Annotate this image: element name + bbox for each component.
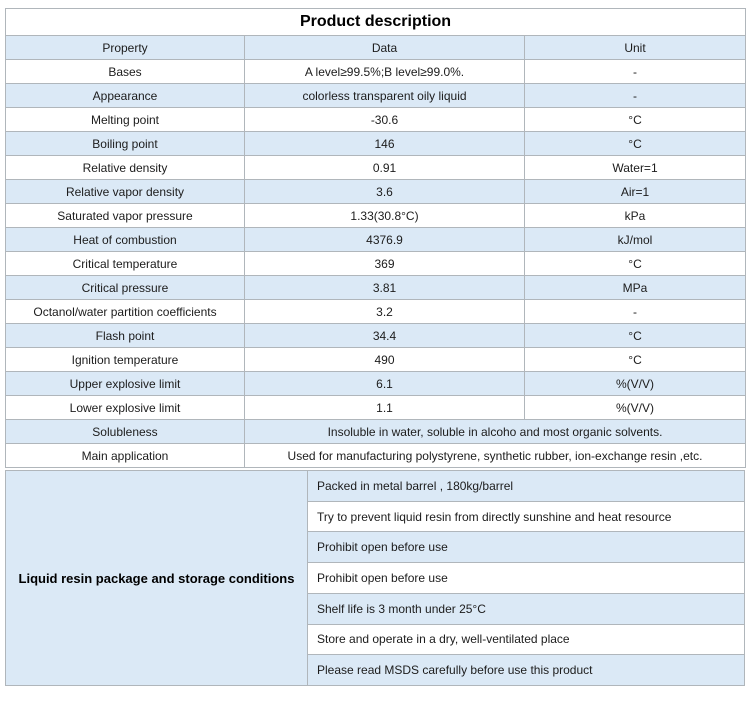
package-note: Store and operate in a dry, well-ventila… [308, 624, 744, 656]
package-storage-section: Liquid resin package and storage conditi… [5, 470, 745, 686]
unit-cell: - [524, 299, 746, 324]
unit-cell: - [524, 59, 746, 84]
data-cell: 369 [244, 251, 525, 276]
property-cell: Relative vapor density [5, 179, 245, 204]
package-section-label: Liquid resin package and storage conditi… [6, 471, 308, 685]
unit-cell: - [524, 83, 746, 108]
property-cell: Flash point [5, 323, 245, 348]
package-note: Prohibit open before use [308, 532, 744, 564]
data-cell: 0.91 [244, 155, 525, 180]
data-cell: 4376.9 [244, 227, 525, 252]
package-note: Packed in metal barrel , 180kg/barrel [308, 471, 744, 502]
property-cell: Appearance [5, 83, 245, 108]
table-row: Octanol/water partition coefficients 3.2… [5, 299, 746, 324]
property-cell: Octanol/water partition coefficients [5, 299, 245, 324]
package-notes-list: Packed in metal barrel , 180kg/barrel Tr… [308, 471, 744, 686]
table-row-merged: Solubleness Insoluble in water, soluble … [5, 419, 746, 444]
unit-cell: °C [524, 323, 746, 348]
property-cell: Lower explosive limit [5, 395, 245, 420]
property-cell: Saturated vapor pressure [5, 203, 245, 228]
data-cell-merged: Insoluble in water, soluble in alcoho an… [244, 419, 746, 444]
table-row: Critical pressure 3.81 MPa [5, 275, 746, 300]
property-cell: Main application [5, 443, 245, 468]
unit-cell: MPa [524, 275, 746, 300]
table-row: Lower explosive limit 1.1 %(V/V) [5, 395, 746, 420]
table-title-row: Product description [5, 8, 746, 36]
data-cell: -30.6 [244, 107, 525, 132]
data-cell: 1.1 [244, 395, 525, 420]
property-cell: Upper explosive limit [5, 371, 245, 396]
column-header-property: Property [5, 35, 245, 60]
table-row: Appearance colorless transparent oily li… [5, 83, 746, 108]
unit-cell: °C [524, 251, 746, 276]
data-cell: 3.81 [244, 275, 525, 300]
table-row: Boiling point 146 °C [5, 131, 746, 156]
property-cell: Melting point [5, 107, 245, 132]
product-description-table: Product description Property Data Unit B… [5, 8, 746, 468]
property-cell: Relative density [5, 155, 245, 180]
property-cell: Bases [5, 59, 245, 84]
unit-cell: Water=1 [524, 155, 746, 180]
property-cell: Critical pressure [5, 275, 245, 300]
table-row: Melting point -30.6 °C [5, 107, 746, 132]
table-row: Ignition temperature 490 °C [5, 347, 746, 372]
data-cell: 3.2 [244, 299, 525, 324]
table-row: Upper explosive limit 6.1 %(V/V) [5, 371, 746, 396]
unit-cell: °C [524, 107, 746, 132]
unit-cell: °C [524, 131, 746, 156]
data-cell: 146 [244, 131, 525, 156]
data-cell: 1.33(30.8°C) [244, 203, 525, 228]
table-row: Relative vapor density 3.6 Air=1 [5, 179, 746, 204]
package-note: Shelf life is 3 month under 25°C [308, 593, 744, 625]
property-cell: Boiling point [5, 131, 245, 156]
table-row: Bases A level≥99.5%;B level≥99.0%. - [5, 59, 746, 84]
data-cell: colorless transparent oily liquid [244, 83, 525, 108]
property-cell: Critical temperature [5, 251, 245, 276]
unit-cell: %(V/V) [524, 371, 746, 396]
table-row: Critical temperature 369 °C [5, 251, 746, 276]
page-title: Product description [5, 8, 746, 36]
data-cell: 3.6 [244, 179, 525, 204]
unit-cell: %(V/V) [524, 395, 746, 420]
package-note: Try to prevent liquid resin from directl… [308, 501, 744, 533]
package-note: Prohibit open before use [308, 563, 744, 594]
table-row: Flash point 34.4 °C [5, 323, 746, 348]
table-row: Relative density 0.91 Water=1 [5, 155, 746, 180]
column-header-data: Data [244, 35, 525, 60]
property-cell: Heat of combustion [5, 227, 245, 252]
column-header-unit: Unit [524, 35, 746, 60]
data-cell: 34.4 [244, 323, 525, 348]
table-header-row: Property Data Unit [5, 35, 746, 60]
data-cell-merged: Used for manufacturing polystyrene, synt… [244, 443, 746, 468]
table-row: Heat of combustion 4376.9 kJ/mol [5, 227, 746, 252]
data-cell: 6.1 [244, 371, 525, 396]
package-note: Please read MSDS carefully before use th… [308, 655, 744, 686]
property-cell: Ignition temperature [5, 347, 245, 372]
unit-cell: °C [524, 347, 746, 372]
data-cell: 490 [244, 347, 525, 372]
unit-cell: Air=1 [524, 179, 746, 204]
table-row: Saturated vapor pressure 1.33(30.8°C) kP… [5, 203, 746, 228]
property-cell: Solubleness [5, 419, 245, 444]
table-row-merged: Main application Used for manufacturing … [5, 443, 746, 468]
unit-cell: kJ/mol [524, 227, 746, 252]
unit-cell: kPa [524, 203, 746, 228]
data-cell: A level≥99.5%;B level≥99.0%. [244, 59, 525, 84]
